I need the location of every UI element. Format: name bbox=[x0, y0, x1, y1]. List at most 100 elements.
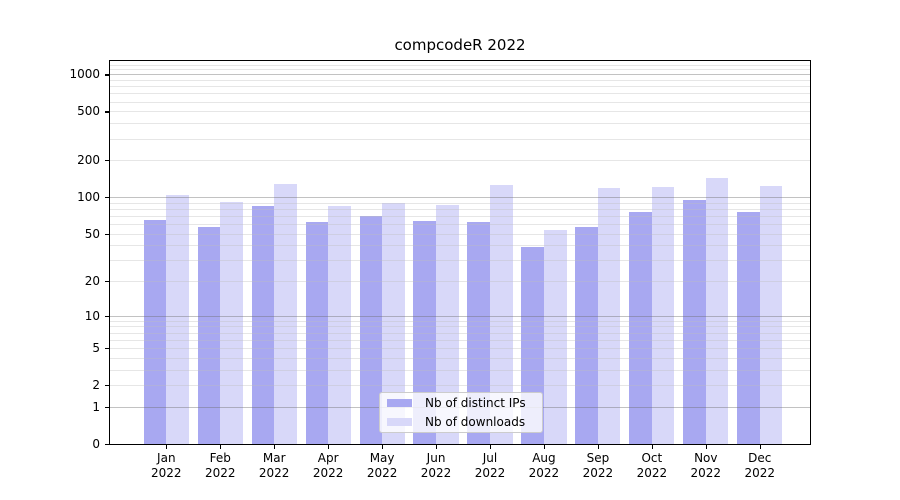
x-tick-mark bbox=[597, 445, 600, 449]
y-tick-label: 0 bbox=[92, 437, 100, 451]
bar-distinct-ips-may bbox=[359, 215, 383, 444]
bar-downloads-dec bbox=[759, 186, 783, 444]
y-tick-label: 2 bbox=[92, 378, 100, 393]
gridline bbox=[110, 79, 810, 81]
x-tick-label: Oct 2022 bbox=[636, 451, 668, 480]
bar-downloads-nov bbox=[705, 177, 729, 444]
bar-downloads-may bbox=[382, 203, 405, 444]
gridline bbox=[110, 369, 810, 371]
bar-downloads-aug bbox=[543, 229, 567, 444]
y-tick-mark bbox=[105, 444, 109, 446]
x-tick-mark bbox=[651, 445, 654, 449]
gridline bbox=[110, 86, 810, 88]
gridline bbox=[110, 339, 810, 341]
gridline bbox=[110, 326, 810, 328]
x-tick-label: Dec 2022 bbox=[744, 451, 776, 480]
gridline bbox=[110, 348, 810, 350]
x-tick-mark bbox=[220, 445, 222, 449]
gridline bbox=[110, 93, 810, 95]
gridline bbox=[110, 281, 810, 283]
y-tick-mark bbox=[105, 348, 109, 350]
gridline bbox=[110, 245, 810, 247]
legend-item-downloads: Nb of downloads bbox=[380, 414, 542, 430]
x-tick-mark bbox=[436, 445, 438, 449]
bar-distinct-ips-jul bbox=[467, 222, 490, 444]
y-tick-label: 200 bbox=[77, 153, 100, 168]
gridline bbox=[110, 64, 810, 66]
gridline bbox=[110, 138, 810, 140]
bar-distinct-ips-mar bbox=[251, 205, 275, 444]
y-tick-mark bbox=[105, 233, 109, 235]
gridline bbox=[110, 224, 810, 226]
bar-distinct-ips-nov bbox=[683, 199, 706, 444]
bar-distinct-ips-apr bbox=[305, 222, 329, 444]
y-tick-mark bbox=[105, 385, 109, 387]
gridline bbox=[110, 385, 810, 387]
x-tick-mark bbox=[490, 445, 492, 449]
bar-distinct-ips-jun bbox=[413, 220, 437, 444]
x-tick-mark bbox=[382, 445, 384, 449]
y-tick-mark bbox=[105, 160, 109, 162]
bar-distinct-ips-sep bbox=[575, 226, 598, 444]
x-tick-label: May 2022 bbox=[366, 451, 398, 480]
gridline bbox=[110, 332, 810, 334]
gridline bbox=[110, 111, 810, 113]
y-tick-mark bbox=[105, 74, 109, 76]
bar-downloads-apr bbox=[328, 205, 351, 444]
gridline bbox=[110, 260, 810, 262]
legend-label-downloads: Nb of downloads bbox=[425, 415, 526, 429]
x-tick-mark bbox=[328, 445, 330, 449]
x-tick-mark bbox=[759, 445, 761, 449]
y-tick-label: 1000 bbox=[69, 67, 100, 82]
gridline bbox=[110, 101, 810, 103]
legend: Nb of distinct IPs Nb of downloads bbox=[379, 392, 543, 433]
gridline bbox=[110, 208, 810, 210]
x-tick-label: Apr 2022 bbox=[312, 451, 344, 480]
y-tick-mark bbox=[105, 281, 109, 283]
gridline bbox=[110, 233, 810, 235]
y-tick-label: 1 bbox=[92, 399, 100, 414]
gridline bbox=[110, 215, 810, 217]
gridline bbox=[110, 320, 810, 322]
gridline bbox=[110, 160, 810, 162]
bar-downloads-mar bbox=[274, 184, 297, 444]
x-tick-label: Jun 2022 bbox=[420, 451, 452, 480]
y-tick-mark bbox=[105, 406, 109, 409]
legend-swatch-distinct-ips bbox=[387, 399, 412, 407]
gridline bbox=[110, 315, 810, 317]
bar-downloads-jul bbox=[490, 184, 513, 444]
y-tick-mark bbox=[105, 315, 109, 317]
x-tick-label: Jul 2022 bbox=[474, 451, 506, 480]
chart-title: compcodeR 2022 bbox=[394, 36, 526, 54]
gridline bbox=[110, 357, 810, 359]
bar-distinct-ips-oct bbox=[629, 211, 652, 444]
y-tick-label: 50 bbox=[84, 226, 100, 241]
bar-downloads-jun bbox=[436, 205, 459, 444]
bar-distinct-ips-feb bbox=[197, 226, 221, 444]
x-tick-mark bbox=[166, 445, 168, 449]
bar-downloads-feb bbox=[220, 202, 243, 444]
y-tick-label: 5 bbox=[92, 341, 100, 356]
bar-distinct-ips-jan bbox=[143, 219, 167, 444]
x-tick-mark bbox=[543, 445, 546, 449]
x-tick-label: Aug 2022 bbox=[528, 451, 560, 480]
x-tick-label: Feb 2022 bbox=[204, 451, 236, 480]
bar-downloads-oct bbox=[651, 186, 675, 444]
gridline bbox=[110, 69, 810, 71]
y-tick-label: 500 bbox=[77, 104, 100, 119]
gridline bbox=[110, 197, 810, 199]
y-tick-mark bbox=[105, 197, 109, 199]
x-tick-label: Nov 2022 bbox=[690, 451, 722, 480]
bar-downloads-sep bbox=[597, 187, 621, 444]
y-tick-label: 20 bbox=[84, 274, 100, 289]
legend-item-distinct-ips: Nb of distinct IPs bbox=[380, 395, 542, 411]
legend-swatch-downloads bbox=[387, 418, 412, 426]
y-tick-mark bbox=[105, 111, 109, 113]
legend-label-distinct-ips: Nb of distinct IPs bbox=[425, 396, 526, 410]
gridline bbox=[110, 123, 810, 125]
y-tick-label: 100 bbox=[77, 190, 100, 205]
y-tick-label: 10 bbox=[84, 308, 100, 323]
x-tick-label: Jan 2022 bbox=[151, 451, 182, 480]
bar-distinct-ips-dec bbox=[737, 211, 760, 444]
